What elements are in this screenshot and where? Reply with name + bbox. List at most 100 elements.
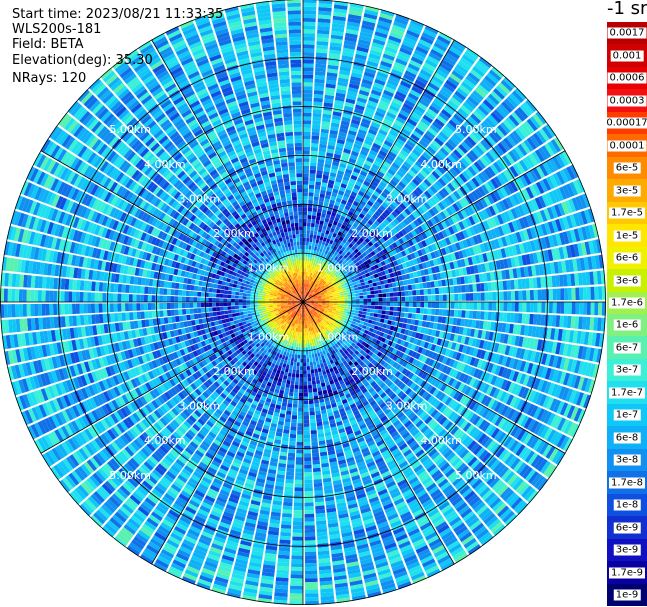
range-gate bbox=[312, 384, 317, 389]
range-gate bbox=[317, 367, 322, 373]
range-gate bbox=[310, 430, 317, 435]
range-gate bbox=[354, 287, 359, 291]
range-gate bbox=[500, 79, 513, 92]
range-gate bbox=[421, 193, 429, 201]
range-gate bbox=[359, 305, 364, 308]
range-gate bbox=[393, 141, 403, 149]
range-gate bbox=[366, 200, 374, 207]
range-gate bbox=[320, 189, 326, 195]
range-gate bbox=[471, 130, 482, 141]
range-gate bbox=[303, 222, 307, 227]
range-gate bbox=[463, 138, 474, 149]
range-gate bbox=[522, 302, 527, 313]
range-gate bbox=[419, 314, 424, 321]
range-gate bbox=[487, 114, 499, 126]
range-gate bbox=[304, 268, 307, 272]
range-gate bbox=[324, 159, 332, 165]
range-gate bbox=[449, 96, 462, 107]
range-gate bbox=[316, 528, 328, 533]
range-gate bbox=[313, 365, 318, 370]
range-gate bbox=[340, 183, 347, 189]
range-gate bbox=[305, 585, 319, 590]
range-gate bbox=[483, 311, 489, 320]
range-gate bbox=[409, 181, 418, 189]
range-gate bbox=[383, 89, 394, 98]
range-gate bbox=[304, 547, 317, 552]
range-gate bbox=[306, 279, 308, 284]
range-gate bbox=[305, 291, 308, 296]
range-gate bbox=[494, 127, 505, 139]
range-gate bbox=[401, 164, 410, 172]
range-gate bbox=[311, 286, 314, 290]
range-gate bbox=[317, 287, 322, 291]
range-gate bbox=[307, 381, 312, 386]
range-gate bbox=[465, 293, 470, 301]
range-gate bbox=[454, 90, 466, 101]
range-gate bbox=[446, 294, 451, 301]
range-gate bbox=[362, 16, 377, 24]
range-gate bbox=[355, 50, 368, 57]
range-gate bbox=[431, 302, 436, 308]
range-gate bbox=[452, 93, 464, 104]
range-gate bbox=[382, 53, 395, 61]
range-gate bbox=[428, 52, 442, 62]
range-gate bbox=[304, 271, 306, 276]
range-gate bbox=[345, 256, 351, 262]
range-gate bbox=[340, 241, 345, 247]
range-gate bbox=[311, 215, 316, 220]
range-gate bbox=[295, 457, 303, 462]
range-gate bbox=[303, 108, 312, 113]
range-gate bbox=[455, 162, 464, 173]
range-gate bbox=[303, 362, 307, 367]
range-gate bbox=[387, 133, 397, 141]
range-gate bbox=[322, 237, 327, 242]
range-gate bbox=[346, 201, 353, 208]
range-gate bbox=[491, 311, 496, 321]
range-gate bbox=[315, 219, 320, 225]
range-gate bbox=[418, 184, 426, 193]
range-gate bbox=[415, 313, 420, 320]
range-gate bbox=[354, 219, 361, 225]
range-gate bbox=[314, 227, 319, 232]
range-gate bbox=[340, 304, 345, 307]
range-gate bbox=[478, 56, 492, 69]
range-gate bbox=[298, 407, 303, 412]
range-gate bbox=[332, 232, 337, 238]
range-gate bbox=[353, 253, 359, 259]
range-gate bbox=[526, 290, 531, 301]
range-gate bbox=[329, 172, 337, 178]
range-gate bbox=[420, 295, 425, 302]
range-gate bbox=[303, 71, 314, 75]
range-gate bbox=[327, 68, 338, 74]
range-gate bbox=[294, 358, 298, 363]
range-gate bbox=[305, 339, 308, 344]
range-gate bbox=[304, 536, 316, 541]
range-gate bbox=[314, 279, 318, 283]
range-gate bbox=[311, 135, 320, 140]
range-gate bbox=[338, 259, 343, 265]
range-gate bbox=[304, 540, 316, 545]
range-gate bbox=[303, 17, 316, 22]
range-gate bbox=[345, 141, 354, 147]
range-gate bbox=[314, 71, 326, 76]
range-gate bbox=[311, 257, 315, 262]
range-gate bbox=[316, 44, 328, 50]
range-gate bbox=[416, 75, 429, 85]
range-gate bbox=[407, 26, 422, 35]
range-gate bbox=[315, 516, 326, 522]
range-gate bbox=[410, 203, 418, 211]
range-gate bbox=[391, 190, 399, 198]
range-gate bbox=[441, 109, 452, 119]
range-gate bbox=[401, 210, 409, 218]
range-gate bbox=[361, 78, 373, 86]
range-gate bbox=[296, 449, 303, 454]
range-gate bbox=[364, 9, 379, 17]
range-gate bbox=[417, 172, 426, 181]
range-gate bbox=[417, 157, 427, 166]
range-gate bbox=[480, 283, 485, 292]
range-gate bbox=[389, 129, 399, 138]
range-gate bbox=[446, 286, 451, 294]
range-gate bbox=[303, 389, 308, 393]
range-gate bbox=[304, 532, 316, 537]
range-gate bbox=[305, 296, 309, 300]
